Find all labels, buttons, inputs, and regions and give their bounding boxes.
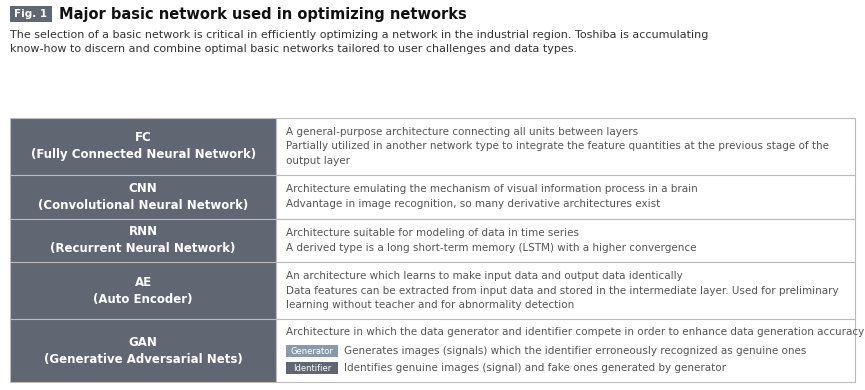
Text: The selection of a basic network is critical in efficiently optimizing a network: The selection of a basic network is crit… xyxy=(10,30,708,40)
Text: Generator: Generator xyxy=(291,347,334,356)
Text: Fig. 1: Fig. 1 xyxy=(15,9,48,19)
Text: Architecture emulating the mechanism of visual information process in a brain
Ad: Architecture emulating the mechanism of … xyxy=(286,184,698,209)
Bar xyxy=(10,262,276,319)
Text: A general-purpose architecture connecting all units between layers
Partially uti: A general-purpose architecture connectin… xyxy=(286,127,830,166)
Text: Identifier: Identifier xyxy=(293,363,331,372)
Text: CNN
(Convolutional Neural Network): CNN (Convolutional Neural Network) xyxy=(38,182,248,212)
Bar xyxy=(10,118,276,175)
Text: GAN
(Generative Adversarial Nets): GAN (Generative Adversarial Nets) xyxy=(44,335,242,365)
Bar xyxy=(276,262,855,319)
Text: An architecture which learns to make input data and output data identically
Data: An architecture which learns to make inp… xyxy=(286,271,839,310)
Bar xyxy=(276,175,855,218)
Bar xyxy=(276,319,855,382)
Text: Identifies genuine images (signal) and fake ones generated by generator: Identifies genuine images (signal) and f… xyxy=(344,363,727,373)
Text: know-how to discern and combine optimal basic networks tailored to user challeng: know-how to discern and combine optimal … xyxy=(10,44,577,54)
Bar xyxy=(276,118,855,175)
Text: Major basic network used in optimizing networks: Major basic network used in optimizing n… xyxy=(59,7,467,21)
Text: Architecture in which the data generator and identifier compete in order to enha: Architecture in which the data generator… xyxy=(286,327,864,337)
Bar xyxy=(276,218,855,262)
Bar xyxy=(286,345,338,357)
Text: RNN
(Recurrent Neural Network): RNN (Recurrent Neural Network) xyxy=(50,225,236,255)
Text: Architecture suitable for modeling of data in time series
A derived type is a lo: Architecture suitable for modeling of da… xyxy=(286,228,696,253)
Bar xyxy=(10,6,52,22)
Bar xyxy=(10,319,276,382)
Text: FC
(Fully Connected Neural Network): FC (Fully Connected Neural Network) xyxy=(30,131,256,161)
Text: AE
(Auto Encoder): AE (Auto Encoder) xyxy=(93,276,193,306)
Bar xyxy=(10,218,276,262)
Bar xyxy=(10,175,276,218)
Bar xyxy=(286,362,338,374)
Text: Generates images (signals) which the identifier erroneously recognized as genuin: Generates images (signals) which the ide… xyxy=(344,346,806,356)
